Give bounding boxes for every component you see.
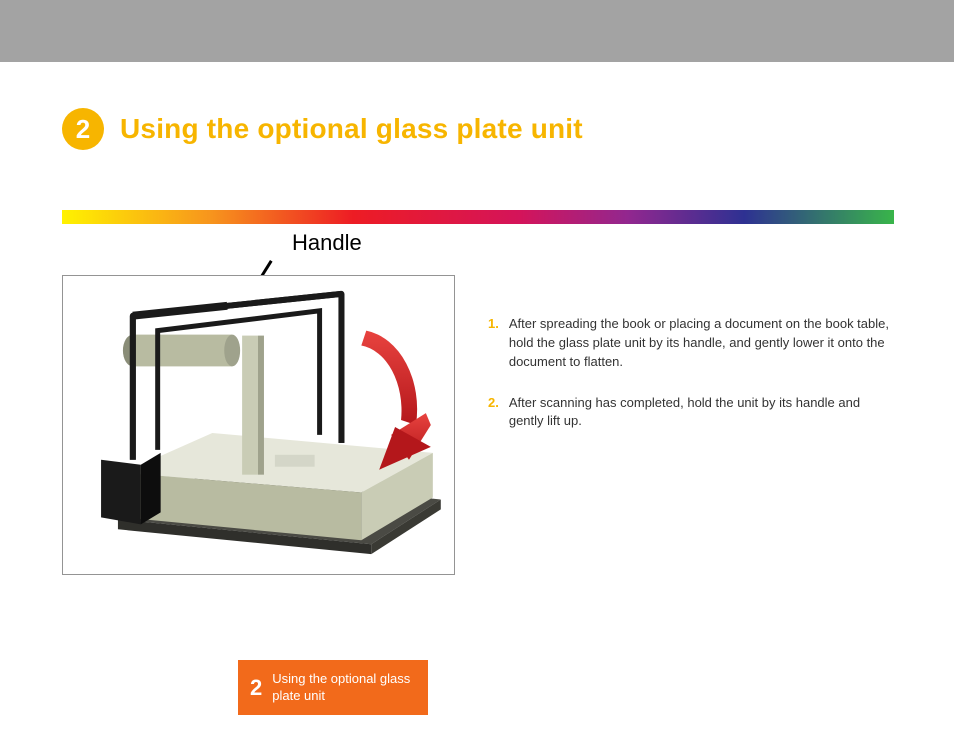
product-illustration bbox=[62, 275, 455, 575]
footer-tab-label: Using the optional glass plate unit bbox=[272, 671, 416, 704]
footer-section-tab: 2 Using the optional glass plate unit bbox=[238, 660, 428, 715]
list-item: 2. After scanning has completed, hold th… bbox=[488, 394, 898, 432]
step-number: 1. bbox=[488, 315, 499, 372]
handle-callout-label: Handle bbox=[292, 230, 362, 256]
top-bar bbox=[0, 0, 954, 62]
step-text: After scanning has completed, hold the u… bbox=[509, 394, 898, 432]
section-number-badge: 2 bbox=[62, 108, 104, 150]
rainbow-divider bbox=[62, 210, 894, 224]
step-text: After spreading the book or placing a do… bbox=[509, 315, 898, 372]
section-title: Using the optional glass plate unit bbox=[120, 113, 583, 145]
instruction-list: 1. After spreading the book or placing a… bbox=[488, 315, 898, 453]
badge-number: 2 bbox=[76, 114, 90, 145]
section-heading: 2 Using the optional glass plate unit bbox=[62, 108, 583, 150]
footer-tab-number: 2 bbox=[250, 675, 262, 701]
list-item: 1. After spreading the book or placing a… bbox=[488, 315, 898, 372]
step-number: 2. bbox=[488, 394, 499, 432]
